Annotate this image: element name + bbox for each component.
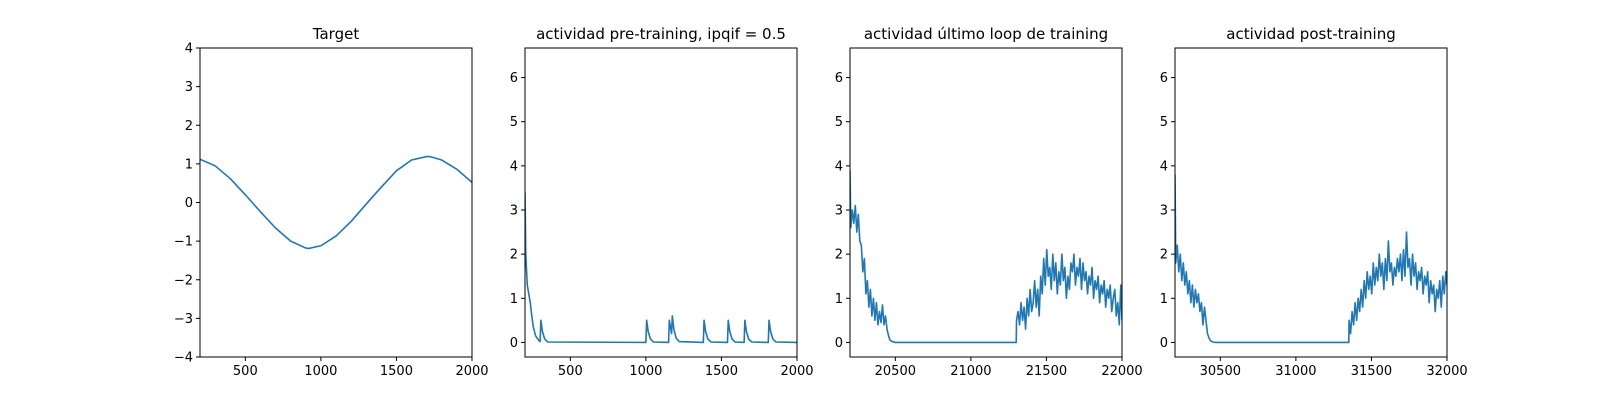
subplot-2: 500 1000 1500 2000 0 1 2 3 4 5 6 actividad pre-trai… (510, 25, 814, 379)
y-tick-label: 1 (835, 292, 843, 307)
y-tick-label: 3 (1160, 204, 1168, 219)
subplot-4: 30500 31000 31500 32000 0 1 2 3 4 5 6 actividad pos… (1160, 25, 1468, 379)
y-tick-label: 4 (185, 42, 193, 57)
y-tick-label: 4 (835, 159, 843, 174)
subplot-title: actividad último loop de training (864, 25, 1108, 43)
axes-frame (199, 47, 473, 358)
y-tick-label: 2 (185, 119, 193, 134)
y-tick-label: 4 (1160, 159, 1168, 174)
x-tick-label: 21000 (950, 364, 991, 379)
y-tick-label: 5 (1160, 115, 1168, 130)
y-tick-label: 0 (185, 196, 193, 211)
x-tick-label: 32000 (1426, 364, 1467, 379)
series-line-2-1 (525, 192, 797, 344)
x-tick-label: 500 (558, 364, 583, 379)
y-tick-label: 5 (510, 115, 518, 130)
axes-frame (849, 47, 1123, 358)
y-tick-label: 1 (185, 157, 193, 172)
y-tick-label: 0 (510, 336, 518, 351)
y-tick-label: 1 (1160, 292, 1168, 307)
y-tick-label: 6 (1160, 71, 1168, 86)
series-line-3-1 (850, 170, 1122, 344)
series-line-1-1 (200, 155, 472, 250)
y-tick-label: 0 (835, 336, 843, 351)
y-tick-label: 0 (1160, 336, 1168, 351)
y-tick-label: −3 (174, 312, 193, 327)
x-tick-label: 1500 (705, 364, 738, 379)
x-tick-label: 31500 (1351, 364, 1392, 379)
y-tick-label: −4 (174, 351, 193, 366)
axes-frame (1174, 47, 1448, 358)
y-tick-label: 4 (510, 159, 518, 174)
subplot-3: 20500 21000 21500 22000 0 1 2 3 4 5 6 actividad últ… (835, 25, 1143, 379)
y-tick-label: 2 (835, 248, 843, 263)
y-tick-label: 6 (835, 71, 843, 86)
x-tick-label: 20500 (875, 364, 916, 379)
y-tick-label: 3 (185, 80, 193, 95)
y-tick-label: 3 (510, 204, 518, 219)
x-tick-label: 1000 (304, 364, 337, 379)
x-tick-label: 22000 (1101, 364, 1142, 379)
x-tick-label: 1000 (629, 364, 662, 379)
x-tick-label: 31000 (1275, 364, 1316, 379)
y-tick-label: 1 (510, 292, 518, 307)
y-tick-label: −2 (174, 273, 193, 288)
y-tick-label: 2 (1160, 248, 1168, 263)
x-tick-label: 2000 (780, 364, 813, 379)
subplot-title: actividad post-training (1226, 25, 1395, 43)
y-tick-label: −1 (174, 235, 193, 250)
y-tick-label: 3 (835, 204, 843, 219)
y-tick-label: 2 (510, 248, 518, 263)
x-tick-label: 30500 (1200, 364, 1241, 379)
x-tick-label: 2000 (455, 364, 488, 379)
subplot-title: Target (312, 25, 360, 43)
x-tick-label: 21500 (1026, 364, 1067, 379)
x-tick-label: 1500 (380, 364, 413, 379)
subplot-title: actividad pre-training, ipqif = 0.5 (536, 25, 786, 43)
y-tick-label: 6 (510, 71, 518, 86)
subplot-1: 500 1000 1500 2000 −4 −3 −2 −1 0 1 2 3 4 Target (174, 25, 489, 379)
series-line-4-1 (1175, 174, 1447, 344)
x-tick-label: 500 (233, 364, 258, 379)
y-tick-label: 5 (835, 115, 843, 130)
axes-frame (524, 47, 798, 358)
